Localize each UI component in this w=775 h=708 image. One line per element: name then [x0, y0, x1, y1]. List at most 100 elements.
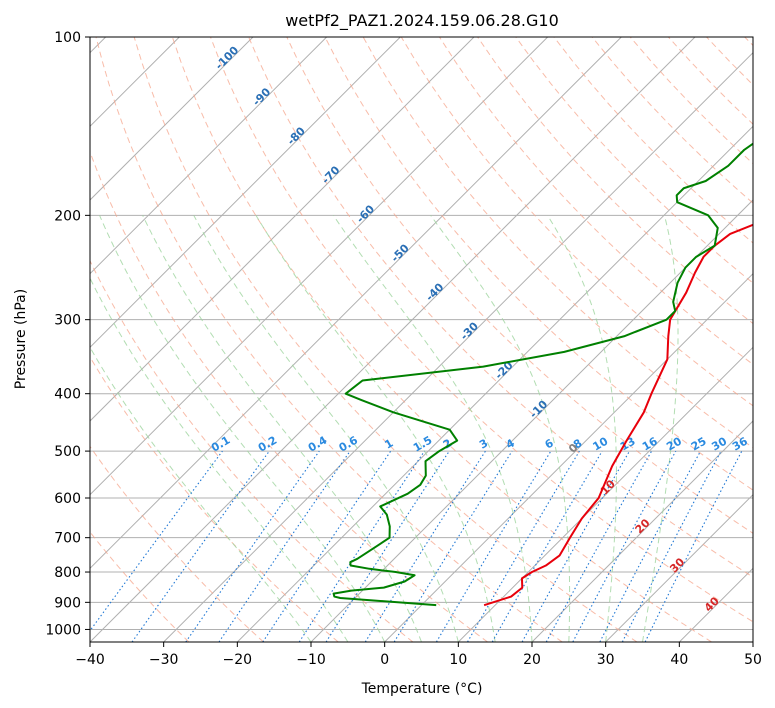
dry-adiabat-line	[591, 37, 753, 204]
isotherm-label: -10	[527, 397, 550, 420]
chart-title: wetPf2_PAZ1.2024.159.06.28.G10	[285, 11, 559, 31]
dry-adiabat-line	[171, 37, 712, 642]
dry-adiabat-line	[553, 37, 753, 244]
isotherm-line	[90, 37, 475, 422]
isotherm-label: 40	[702, 594, 722, 614]
isotherm-label: -80	[285, 124, 308, 147]
y-tick-label: 600	[54, 491, 81, 507]
moist-adiabat-line	[332, 215, 533, 642]
mixing-ratio-line	[262, 450, 392, 642]
dry-adiabat-line	[90, 445, 264, 642]
isotherm-line	[90, 37, 622, 570]
x-tick-label: −40	[75, 652, 105, 668]
moist-adiabat-line	[90, 346, 312, 642]
isotherm-label: -70	[319, 163, 342, 186]
y-tick-label: 700	[54, 531, 81, 547]
mixing-ratio-line	[644, 450, 743, 642]
dry-adiabat-line	[744, 37, 753, 47]
dry-adiabat-line	[90, 259, 414, 642]
y-tick-label: 100	[54, 30, 81, 46]
mixing-ratio-line	[131, 450, 270, 642]
isotherm-line	[90, 37, 254, 201]
x-tick-label: −20	[223, 652, 253, 668]
background-lines	[90, 37, 753, 642]
isotherm-label: -90	[250, 85, 273, 108]
dry-adiabat-line	[286, 37, 753, 534]
mixing-ratio-line	[325, 450, 450, 642]
mixing-ratio-line	[467, 450, 580, 642]
y-tick-label: 900	[54, 595, 81, 611]
moist-adiabat-line	[142, 215, 422, 642]
isotherm-label: -50	[389, 241, 412, 264]
mixing-ratio-line	[218, 450, 351, 642]
isotherm-line	[384, 272, 753, 642]
isotherm-line	[90, 37, 401, 349]
moist-adiabat-line	[193, 215, 459, 642]
temperature-line	[483, 223, 753, 607]
axis-ticks: −40 −30 −20 −10 0 10 20 30 40 50 100 200 300 400 500 60…	[45, 30, 762, 668]
mixing-ratio-line	[521, 450, 630, 642]
dry-adiabat-line	[90, 150, 488, 642]
x-axis-label: Temperature (°C)	[361, 681, 483, 697]
y-tick-label: 300	[54, 313, 81, 329]
dry-adiabat-line	[210, 37, 753, 623]
isotherm-label: -30	[458, 319, 481, 342]
profile-lines	[332, 142, 753, 607]
isotherm-line	[163, 51, 753, 642]
mixing-ratio-label: 6	[543, 436, 556, 451]
mixing-ratio-label: 4	[504, 436, 517, 451]
isotherm-line	[457, 346, 753, 642]
mixing-ratio-line	[599, 450, 702, 642]
isotherm-line	[90, 37, 696, 642]
mixing-ratio-line	[298, 450, 425, 642]
y-tick-label: 800	[54, 565, 81, 581]
isotherm-label: 20	[633, 516, 653, 536]
x-tick-label: −30	[149, 652, 179, 668]
isotherm-line	[752, 641, 753, 642]
isotherm-line	[90, 37, 328, 275]
mixing-ratio-line	[90, 450, 223, 632]
mixing-ratio-line	[393, 450, 513, 642]
x-tick-label: 0	[380, 652, 389, 668]
dry-adiabat-line	[668, 37, 753, 125]
moist-adiabat-line	[430, 215, 571, 642]
mixing-ratio-line	[435, 450, 552, 642]
moist-adiabat-line	[547, 215, 617, 642]
isotherm-label: -60	[354, 202, 377, 225]
mixing-ratio-line	[545, 450, 653, 642]
isotherm-label: -40	[423, 280, 446, 303]
isotherm-line	[531, 420, 753, 642]
dewpoint-line	[332, 142, 753, 607]
mixing-ratio-line	[572, 450, 677, 642]
isotherm-line	[678, 567, 753, 642]
plot-frame	[89, 36, 754, 643]
dry-adiabat-line	[133, 37, 638, 642]
y-tick-label: 1000	[45, 622, 81, 638]
mixing-ratio-line	[185, 450, 320, 642]
dry-adiabat-line	[515, 37, 753, 284]
isotherm-line	[605, 493, 753, 642]
moist-adiabat-line	[99, 215, 386, 642]
moist-adiabat-line	[642, 215, 679, 642]
dry-adiabat-line	[90, 356, 339, 642]
isotherm-line	[310, 199, 753, 642]
y-tick-label: 200	[54, 208, 81, 224]
x-tick-label: 50	[744, 652, 762, 668]
y-tick-label: 400	[54, 387, 81, 403]
dry-adiabat-line	[324, 37, 753, 491]
dry-adiabat-line	[95, 37, 563, 642]
mixing-ratio-line	[364, 450, 486, 642]
x-tick-label: 30	[597, 652, 615, 668]
x-tick-label: 10	[449, 652, 467, 668]
x-tick-label: 20	[523, 652, 541, 668]
isotherm-label: -100	[213, 43, 242, 72]
x-tick-label: 40	[670, 652, 688, 668]
isotherm-line	[236, 125, 753, 642]
isotherm-line	[90, 37, 549, 496]
y-axis-label: Pressure (hPa)	[13, 289, 29, 389]
x-tick-label: −10	[296, 652, 326, 668]
dry-adiabat-line	[706, 37, 753, 86]
dry-adiabat-line	[248, 37, 753, 578]
y-tick-label: 500	[54, 444, 81, 460]
